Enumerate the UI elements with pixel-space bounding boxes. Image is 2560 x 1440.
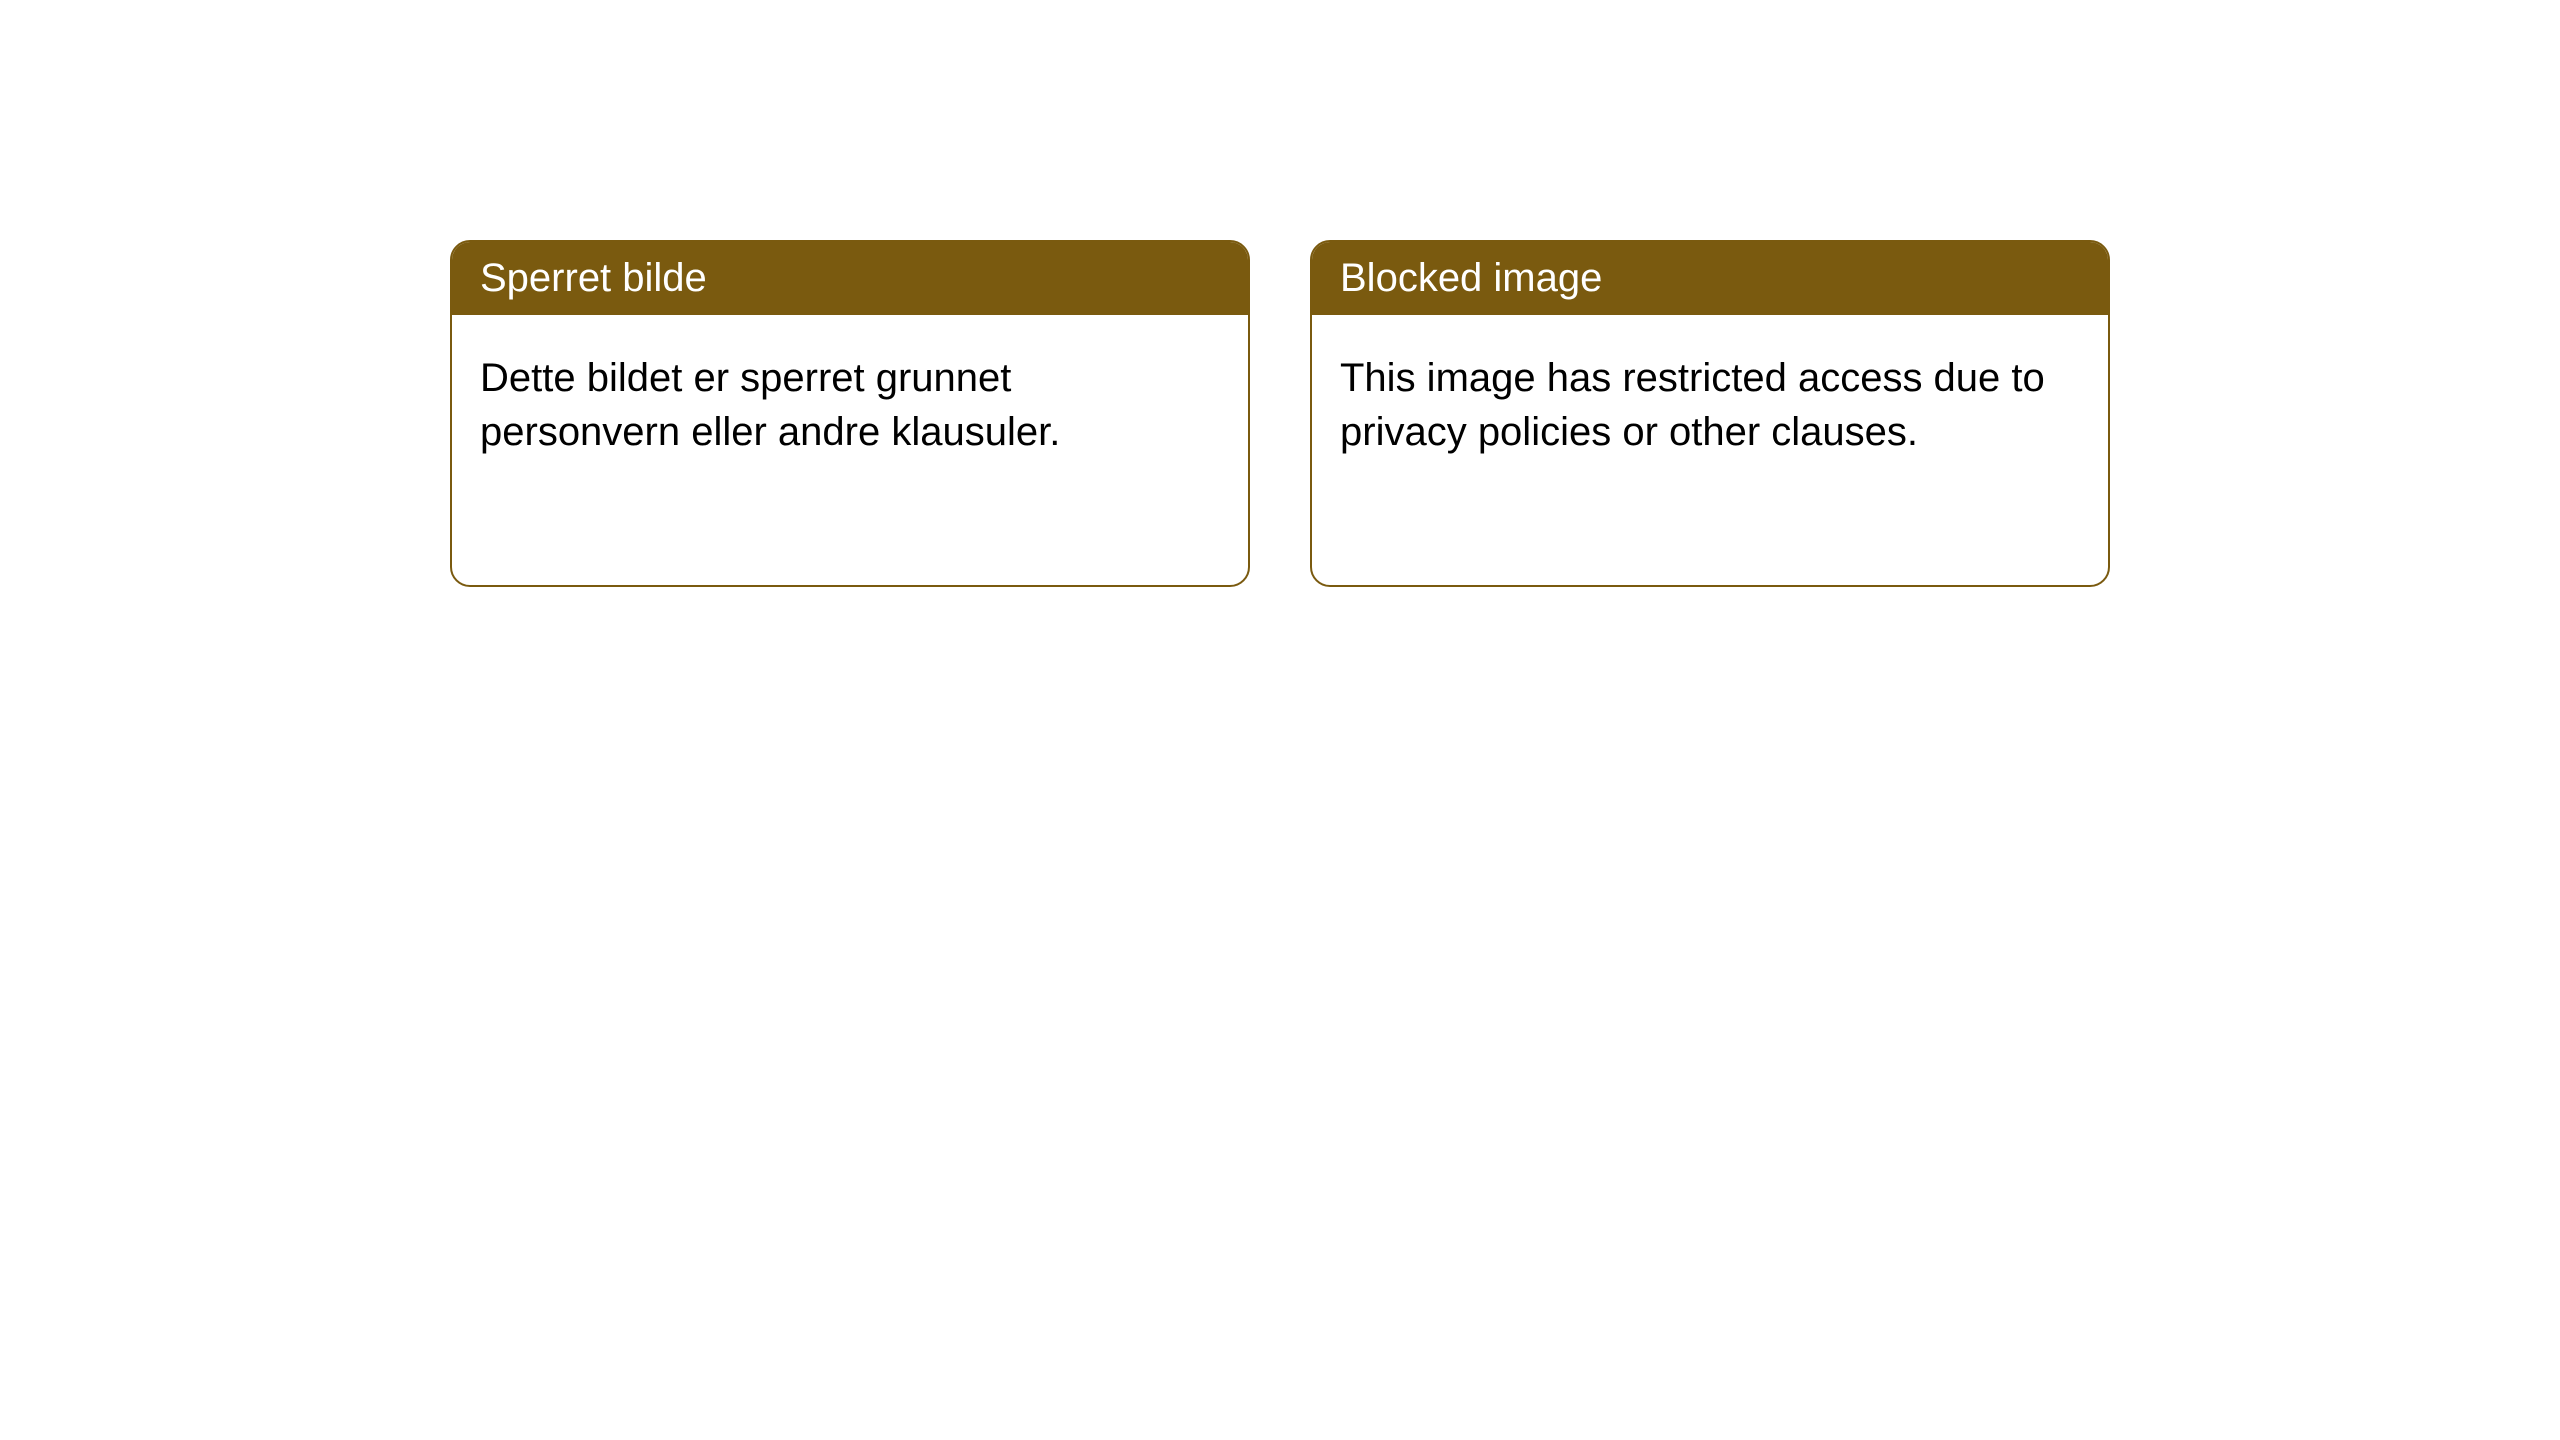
card-body-text: This image has restricted access due to … (1340, 356, 2045, 454)
notice-cards-container: Sperret bilde Dette bildet er sperret gr… (450, 240, 2110, 587)
card-title: Blocked image (1340, 256, 1602, 300)
card-body: This image has restricted access due to … (1312, 315, 2108, 585)
card-header: Sperret bilde (452, 242, 1248, 315)
notice-card-no: Sperret bilde Dette bildet er sperret gr… (450, 240, 1250, 587)
notice-card-en: Blocked image This image has restricted … (1310, 240, 2110, 587)
card-body: Dette bildet er sperret grunnet personve… (452, 315, 1248, 585)
card-title: Sperret bilde (480, 256, 707, 300)
card-body-text: Dette bildet er sperret grunnet personve… (480, 356, 1060, 454)
card-header: Blocked image (1312, 242, 2108, 315)
